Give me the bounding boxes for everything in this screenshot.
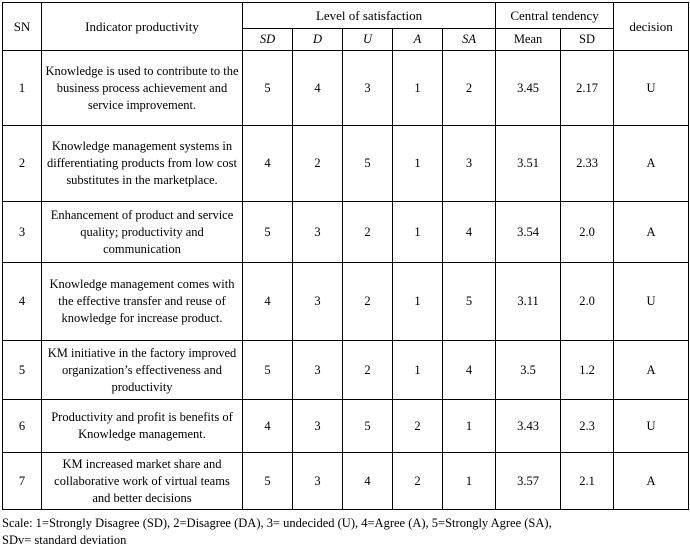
satisfaction-a-cell: 1: [392, 262, 443, 341]
sd-cell: 2.0: [560, 262, 615, 341]
satisfaction-sd-cell: 5: [242, 201, 293, 263]
satisfaction-a-cell: 1: [392, 340, 443, 400]
col-header-indicator: Indicator productivity: [41, 2, 243, 51]
satisfaction-sd-cell: 4: [242, 399, 293, 453]
mean-cell: 3.45: [495, 50, 562, 126]
decision-cell: A: [613, 125, 690, 202]
indicator-cell: KM increased market share and collaborat…: [41, 452, 243, 510]
sd-cell: 2.0: [560, 201, 615, 263]
header-row-subcolumns: SD D U A SA Mean SD: [3, 28, 689, 51]
indicator-cell: Productivity and profit is benefits of K…: [41, 399, 243, 453]
table-header: SN Indicator productivity Level of satis…: [2, 2, 690, 51]
sn-cell: 3: [2, 201, 42, 263]
indicator-cell: Enhancement of product and service quali…: [41, 201, 243, 263]
mean-cell: 3.57: [495, 452, 562, 510]
satisfaction-d-cell: 3: [292, 201, 343, 263]
decision-cell: U: [613, 50, 690, 126]
decision-cell: U: [613, 399, 690, 453]
satisfaction-sa-cell: 1: [441, 452, 497, 510]
col-header-strongly-agree: SA: [441, 28, 497, 51]
satisfaction-a-cell: 2: [392, 399, 443, 453]
table-row: 4 Knowledge management comes with the eff…: [2, 262, 690, 341]
decision-cell: A: [613, 452, 690, 510]
table-body: 1 Knowledge is used to contribute to the …: [2, 50, 690, 510]
satisfaction-d-cell: 3: [292, 340, 343, 400]
satisfaction-a-cell: 2: [392, 452, 443, 510]
sn-cell: 4: [2, 262, 42, 341]
col-header-disagree: D: [292, 28, 343, 51]
footnote-line2: SDv= standard deviation: [2, 533, 127, 547]
mean-cell: 3.54: [495, 201, 562, 263]
satisfaction-sa-cell: 2: [441, 50, 497, 126]
indicator-cell: Knowledge management comes with the effe…: [41, 262, 243, 341]
satisfaction-u-cell: 5: [342, 125, 393, 202]
satisfaction-d-cell: 3: [292, 452, 343, 510]
satisfaction-u-cell: 3: [342, 50, 393, 126]
satisfaction-sa-cell: 4: [441, 340, 497, 400]
sn-cell: 6: [2, 399, 42, 453]
indicator-cell: Knowledge is used to contribute to the b…: [41, 50, 243, 126]
satisfaction-sa-cell: 3: [441, 125, 497, 202]
satisfaction-u-cell: 2: [342, 340, 393, 400]
sn-cell: 7: [2, 452, 42, 510]
col-group-central-tendency: Central tendency: [495, 2, 615, 29]
sd-cell: 2.33: [560, 125, 615, 202]
col-header-mean: Mean: [495, 28, 562, 51]
satisfaction-d-cell: 3: [292, 399, 343, 453]
satisfaction-sa-cell: 4: [441, 201, 497, 263]
satisfaction-a-cell: 1: [392, 125, 443, 202]
satisfaction-sd-cell: 5: [242, 50, 293, 126]
indicator-cell: Knowledge management systems in differen…: [41, 125, 243, 202]
col-header-undecided: U: [342, 28, 393, 51]
col-header-agree: A: [392, 28, 443, 51]
col-group-satisfaction: Level of satisfaction: [241, 2, 497, 29]
scale-footnote: Scale: 1=Strongly Disagree (SD), 2=Disag…: [2, 515, 690, 549]
table-row: 6 Productivity and profit is benefits of …: [2, 399, 690, 453]
satisfaction-sd-cell: 5: [242, 340, 293, 400]
decision-cell: A: [613, 340, 690, 400]
col-header-strongly-disagree: SD: [242, 28, 293, 51]
satisfaction-sa-cell: 5: [441, 262, 497, 341]
satisfaction-d-cell: 2: [292, 125, 343, 202]
mean-cell: 3.5: [495, 340, 562, 400]
mean-cell: 3.43: [495, 399, 562, 453]
sn-cell: 2: [2, 125, 42, 202]
table-row: 3 Enhancement of product and service qual…: [2, 201, 690, 263]
col-header-decision: decision: [613, 2, 690, 51]
sn-cell: 1: [2, 50, 42, 126]
satisfaction-u-cell: 4: [342, 452, 393, 510]
satisfaction-u-cell: 2: [342, 262, 393, 341]
table-row: 5 KM initiative in the factory improved o…: [2, 340, 690, 400]
satisfaction-sd-cell: 4: [242, 262, 293, 341]
satisfaction-u-cell: 5: [342, 399, 393, 453]
sd-cell: 2.1: [560, 452, 615, 510]
col-header-sd: SD: [560, 28, 615, 51]
satisfaction-a-cell: 1: [392, 201, 443, 263]
header-row-groups: SN Indicator productivity Level of satis…: [2, 2, 690, 51]
indicator-cell: KM initiative in the factory improved or…: [41, 340, 243, 400]
table-row: 1 Knowledge is used to contribute to the …: [2, 50, 690, 126]
mean-cell: 3.51: [495, 125, 562, 202]
satisfaction-sa-cell: 1: [441, 399, 497, 453]
decision-cell: U: [613, 262, 690, 341]
satisfaction-sd-cell: 5: [242, 452, 293, 510]
satisfaction-a-cell: 1: [392, 50, 443, 126]
mean-cell: 3.11: [495, 262, 562, 341]
sd-cell: 2.17: [560, 50, 615, 126]
results-table: SN Indicator productivity Level of satis…: [2, 2, 690, 510]
decision-cell: A: [613, 201, 690, 263]
table-row: 7 KM increased market share and collabora…: [2, 452, 690, 510]
footnote-line1: Scale: 1=Strongly Disagree (SD), 2=Disag…: [2, 516, 552, 530]
satisfaction-sd-cell: 4: [242, 125, 293, 202]
satisfaction-u-cell: 2: [342, 201, 393, 263]
sd-cell: 1.2: [560, 340, 615, 400]
col-header-sn: SN: [2, 2, 42, 51]
satisfaction-d-cell: 3: [292, 262, 343, 341]
satisfaction-d-cell: 4: [292, 50, 343, 126]
sd-cell: 2.3: [560, 399, 615, 453]
table-row: 2 Knowledge management systems in differe…: [2, 125, 690, 202]
sn-cell: 5: [2, 340, 42, 400]
